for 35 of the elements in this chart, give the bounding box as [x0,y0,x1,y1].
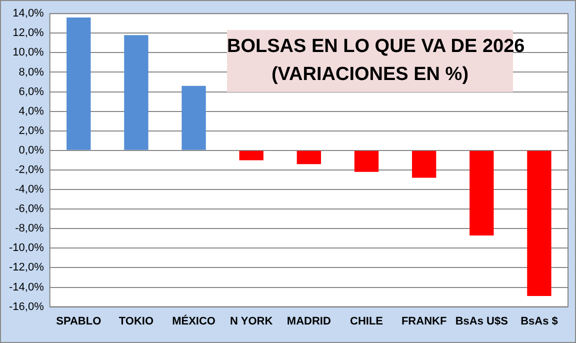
x-tick-label: MADRID [286,315,331,328]
x-tick-label: N YORK [230,315,273,328]
x-tick-label: SPABLO [56,315,102,328]
bar [470,150,494,236]
x-tick-label: TOKIO [118,315,154,328]
y-tick-label: 6,0% [18,86,44,98]
y-tick-label: 12,0% [12,27,44,40]
x-tick-label: MÉXICO [172,314,216,328]
x-tick-label: CHILE [350,315,383,328]
y-tick-label: 2,0% [18,124,44,137]
y-tick-label: -14,0% [8,281,44,294]
text: BOLSAS EN LO QUE VA DE 2026 (VARIACIONES EN %) [227,35,525,87]
bar [296,150,322,164]
bar [354,150,379,172]
x-tick-label: BsAs $ [520,315,558,328]
y-tick-label: 10,0% [12,46,44,59]
y-tick-label: -6,0% [15,203,44,216]
bar [66,18,91,150]
y-tick-label: 4,0% [18,105,44,118]
x-tick-label: FRANKF [401,315,447,328]
y-tick-label: -10,0% [8,242,44,254]
y-tick-label: -8,0% [15,222,44,235]
y-tick-label: -16,0% [8,300,44,313]
y-tick-label: -12,0% [8,262,44,274]
y-tick-label: -4,0% [15,184,44,196]
bar [527,150,552,296]
bar [412,150,436,178]
y-tick-label: -2,0% [15,164,44,176]
y-tick-label: 14,0% [12,8,44,20]
y-tick-label: 8,0% [18,66,44,78]
bar [239,150,264,160]
y-tick-label: 0,0% [18,144,44,156]
bar [124,35,148,150]
x-tick-label: BsAs U$S [455,315,508,328]
bar [182,86,206,150]
